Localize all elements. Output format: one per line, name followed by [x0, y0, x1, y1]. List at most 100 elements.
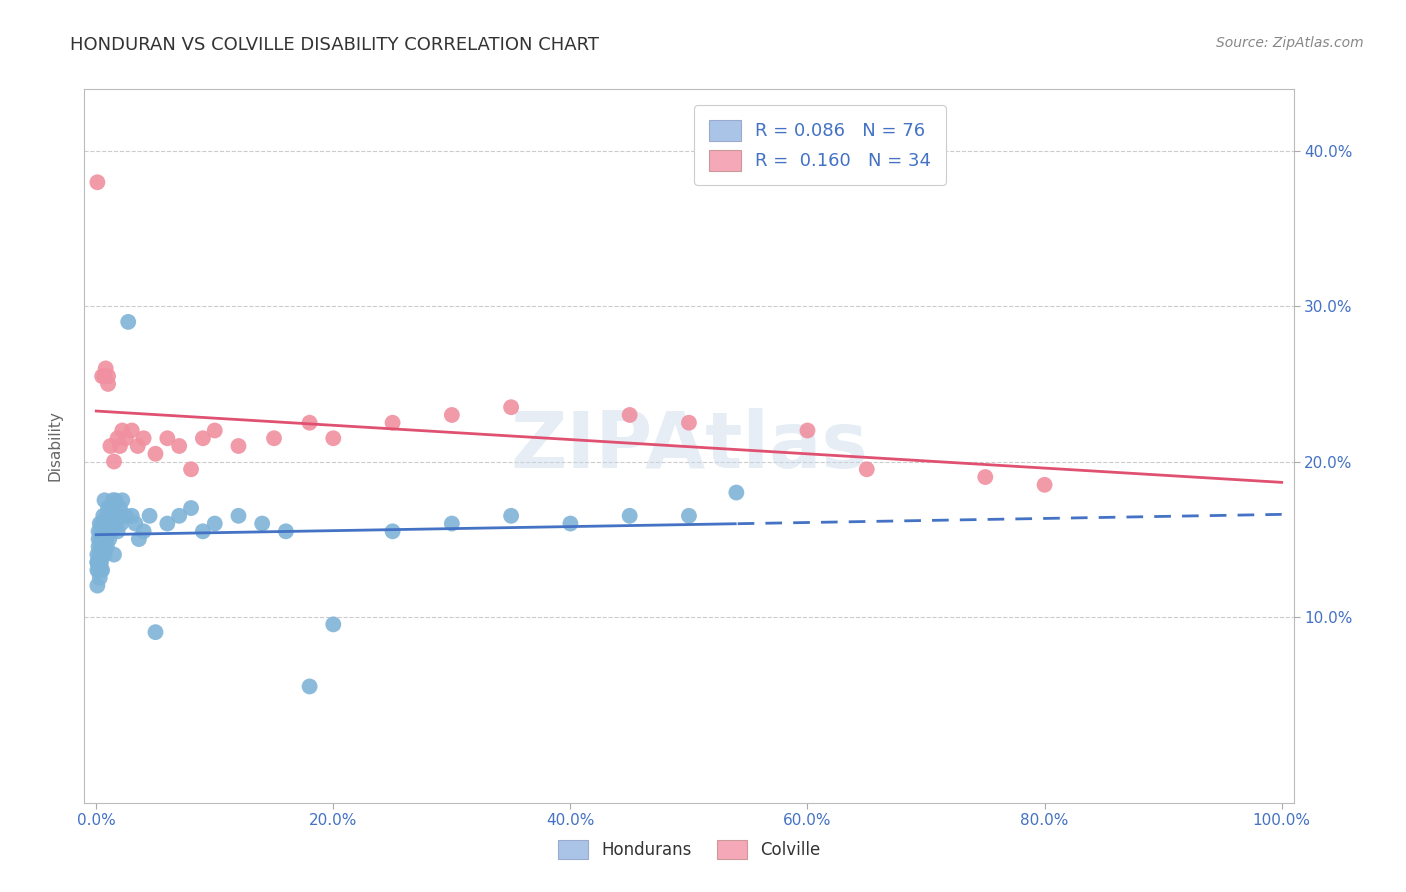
Point — [101, 516, 124, 531]
Text: HONDURAN VS COLVILLE DISABILITY CORRELATION CHART: HONDURAN VS COLVILLE DISABILITY CORRELAT… — [70, 36, 599, 54]
Point — [93, 548, 115, 562]
Point — [86, 579, 108, 593]
Point — [191, 524, 214, 539]
Point — [91, 516, 114, 531]
Point — [204, 424, 226, 438]
Point — [107, 524, 129, 539]
Point — [86, 555, 108, 569]
Point — [381, 416, 404, 430]
Point — [204, 516, 226, 531]
Point — [108, 439, 131, 453]
Point — [97, 501, 120, 516]
Point — [90, 563, 112, 577]
Point — [90, 540, 112, 554]
Point — [167, 439, 190, 453]
Point — [104, 493, 127, 508]
Point — [117, 315, 139, 329]
Point — [91, 540, 114, 554]
Point — [440, 408, 463, 422]
Point — [96, 540, 118, 554]
Point — [619, 408, 641, 422]
Point — [1033, 477, 1056, 491]
Point — [228, 439, 250, 453]
Point — [90, 555, 112, 569]
Point — [91, 532, 114, 546]
Point — [250, 516, 273, 531]
Point — [127, 439, 149, 453]
Point — [87, 524, 110, 539]
Point — [103, 548, 125, 562]
Point — [93, 369, 115, 384]
Point — [105, 516, 128, 531]
Point — [86, 175, 108, 189]
Point — [87, 532, 110, 546]
Point — [89, 555, 111, 569]
Point — [100, 501, 122, 516]
Point — [103, 454, 125, 468]
Point — [101, 493, 124, 508]
Point — [108, 501, 131, 516]
Point — [440, 516, 463, 531]
Point — [94, 516, 117, 531]
Point — [263, 431, 285, 445]
Point — [115, 508, 138, 523]
Point — [156, 516, 179, 531]
Point — [381, 524, 404, 539]
Point — [121, 508, 143, 523]
Point — [974, 470, 997, 484]
Point — [90, 524, 112, 539]
Point — [93, 493, 115, 508]
Point — [86, 555, 108, 569]
Point — [96, 508, 118, 523]
Point — [100, 439, 122, 453]
Point — [100, 508, 122, 523]
Point — [91, 548, 114, 562]
Point — [132, 431, 155, 445]
Point — [678, 508, 700, 523]
Point — [115, 431, 138, 445]
Point — [107, 431, 129, 445]
Point — [124, 516, 146, 531]
Point — [91, 369, 114, 384]
Point — [97, 524, 120, 539]
Point — [725, 485, 748, 500]
Point — [180, 501, 202, 516]
Point — [560, 516, 582, 531]
Point — [298, 680, 321, 694]
Point — [322, 617, 344, 632]
Point — [107, 508, 129, 523]
Point — [89, 571, 111, 585]
Point — [167, 508, 190, 523]
Point — [138, 508, 160, 523]
Point — [191, 431, 214, 445]
Point — [94, 532, 117, 546]
Point — [87, 540, 110, 554]
Point — [796, 424, 818, 438]
Point — [110, 516, 132, 531]
Point — [180, 462, 202, 476]
Point — [128, 532, 150, 546]
Point — [89, 516, 111, 531]
Point — [619, 508, 641, 523]
Point — [97, 376, 120, 391]
Point — [98, 532, 121, 546]
Point — [90, 532, 112, 546]
Point — [111, 424, 134, 438]
Point — [274, 524, 297, 539]
Point — [93, 524, 115, 539]
Point — [86, 548, 108, 562]
Point — [98, 508, 121, 523]
Point — [97, 516, 120, 531]
Point — [97, 369, 120, 384]
Point — [111, 493, 134, 508]
Point — [322, 431, 344, 445]
Point — [91, 563, 114, 577]
Text: Source: ZipAtlas.com: Source: ZipAtlas.com — [1216, 36, 1364, 50]
Point — [91, 508, 114, 523]
Legend: Hondurans, Colville: Hondurans, Colville — [551, 833, 827, 866]
Point — [501, 508, 523, 523]
Point — [855, 462, 877, 476]
Point — [228, 508, 250, 523]
Point — [145, 625, 167, 640]
Point — [156, 431, 179, 445]
